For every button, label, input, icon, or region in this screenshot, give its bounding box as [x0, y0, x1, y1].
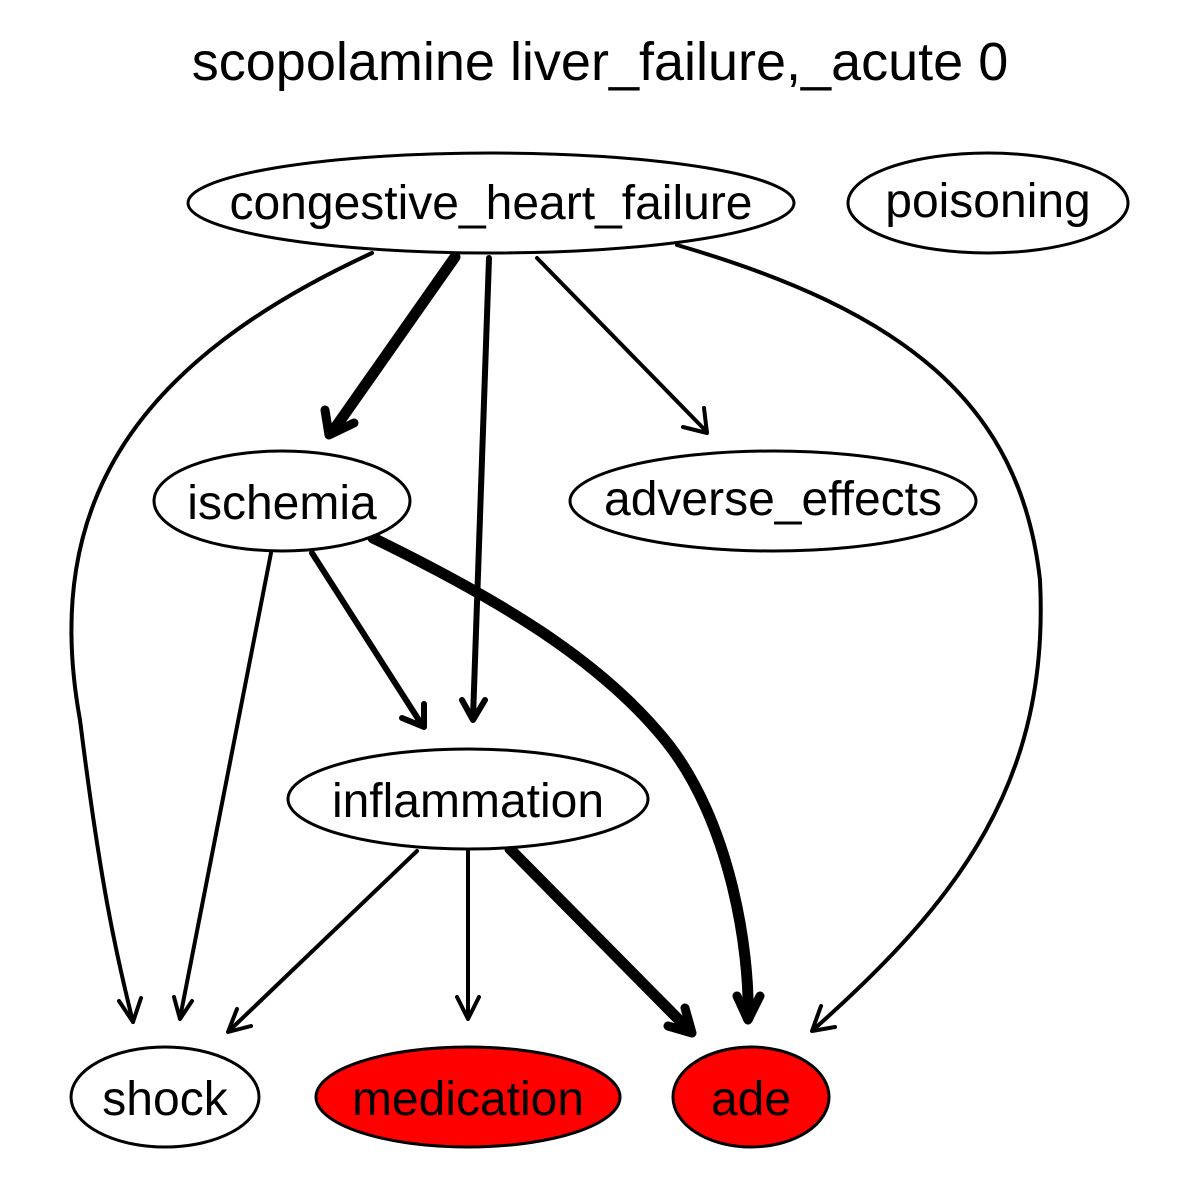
- edge-ischemia-shock: [174, 553, 271, 1019]
- node-label-adverse-effects: adverse_effects: [604, 473, 942, 526]
- edge-chf-shock: [71, 253, 372, 1022]
- edge-chf-ade: [677, 245, 1041, 1031]
- node-label-medication: medication: [352, 1073, 584, 1126]
- edges: [71, 245, 1040, 1033]
- node-label-poisoning: poisoning: [885, 175, 1091, 228]
- edge-inflammation-medication: [457, 851, 479, 1019]
- node-shock[interactable]: shock: [71, 1047, 259, 1147]
- node-label-ischemia: ischemia: [187, 477, 377, 530]
- node-label-shock: shock: [102, 1073, 228, 1126]
- edge-inflammation-shock: [228, 851, 417, 1032]
- edge-ischemia-inflammation: [312, 553, 424, 727]
- node-label-inflammation: inflammation: [332, 775, 604, 828]
- node-medication[interactable]: medication: [316, 1047, 620, 1147]
- edge-chf-ischemia: [325, 257, 455, 435]
- node-label-congestive-heart-failure: congestive_heart_failure: [229, 177, 752, 230]
- edge-chf-adverse-effects: [537, 258, 707, 433]
- nodes: congestive_heart_failure poisoning ische…: [71, 153, 1128, 1147]
- node-poisoning[interactable]: poisoning: [848, 153, 1128, 253]
- node-congestive-heart-failure[interactable]: congestive_heart_failure: [188, 153, 794, 253]
- node-inflammation[interactable]: inflammation: [288, 749, 648, 849]
- edge-inflammation-ade: [510, 849, 692, 1033]
- node-ade[interactable]: ade: [673, 1047, 829, 1147]
- node-ischemia[interactable]: ischemia: [154, 451, 410, 551]
- graph-title: scopolamine liver_failure,_acute 0: [192, 32, 1008, 92]
- edge-chf-inflammation: [462, 258, 489, 720]
- node-adverse-effects[interactable]: adverse_effects: [570, 451, 976, 551]
- node-label-ade: ade: [711, 1073, 791, 1126]
